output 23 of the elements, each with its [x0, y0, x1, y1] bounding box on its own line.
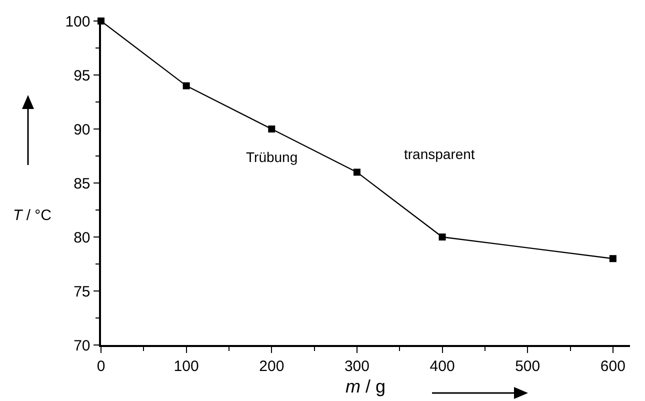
- y-tick-label: 95: [74, 67, 90, 84]
- y-tick-label: 90: [74, 121, 90, 138]
- point: [609, 255, 616, 262]
- y-tick-label: 80: [74, 229, 90, 246]
- x-tick-label: 0: [96, 358, 106, 375]
- x-tick-label: 400: [430, 358, 455, 375]
- annotation: transparent: [404, 146, 475, 162]
- y-tick-label: 70: [74, 337, 90, 354]
- x-tick-label: 500: [515, 358, 540, 375]
- annotation: Trübung: [246, 149, 298, 165]
- x-tick-label: 100: [174, 358, 199, 375]
- point: [353, 168, 360, 176]
- y-axis-title: T / °C: [13, 207, 52, 224]
- x-tick-label: 600: [600, 358, 626, 375]
- y-tick-label: 75: [74, 283, 90, 300]
- y-tick-label: 85: [74, 175, 90, 192]
- x-tick-label: 300: [344, 358, 370, 375]
- point: [268, 126, 276, 132]
- point: [438, 234, 446, 240]
- x-tick-label: 200: [259, 358, 284, 375]
- y-tick-label: 100: [65, 13, 90, 30]
- point: [182, 82, 190, 90]
- x-axis-title: m / g: [345, 376, 386, 396]
